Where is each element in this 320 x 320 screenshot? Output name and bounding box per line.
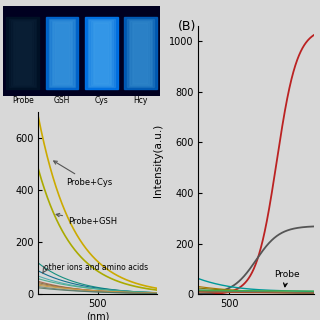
Text: Probe+GSH: Probe+GSH bbox=[56, 213, 117, 226]
Bar bbox=[53, 22, 71, 84]
Text: Cys: Cys bbox=[94, 96, 108, 105]
Bar bbox=[85, 17, 118, 89]
Text: other ions and amino acids: other ions and amino acids bbox=[44, 263, 148, 272]
Bar bbox=[16, 22, 30, 84]
Bar bbox=[52, 21, 72, 85]
Bar bbox=[94, 22, 108, 84]
Bar bbox=[50, 20, 74, 86]
Bar bbox=[130, 21, 151, 85]
Bar bbox=[49, 19, 75, 87]
Text: Hcy: Hcy bbox=[133, 96, 148, 105]
Bar bbox=[14, 22, 31, 84]
Bar bbox=[55, 22, 69, 84]
Bar bbox=[121, 6, 160, 96]
Bar bbox=[129, 20, 152, 86]
Bar bbox=[92, 22, 110, 84]
Text: GSH: GSH bbox=[54, 96, 70, 105]
Bar bbox=[10, 19, 36, 87]
Bar bbox=[45, 17, 78, 89]
Y-axis label: Intensity(a.u.): Intensity(a.u.) bbox=[154, 124, 164, 196]
Bar bbox=[127, 19, 154, 87]
Text: Probe+Cys: Probe+Cys bbox=[54, 161, 112, 187]
Bar bbox=[124, 17, 157, 89]
Bar bbox=[132, 22, 149, 84]
Bar bbox=[90, 20, 113, 86]
Text: Probe: Probe bbox=[12, 96, 34, 105]
Bar bbox=[3, 6, 43, 96]
Bar bbox=[43, 6, 82, 96]
Bar bbox=[133, 22, 148, 84]
Bar bbox=[6, 17, 39, 89]
Bar bbox=[82, 6, 121, 96]
Text: (nm): (nm) bbox=[86, 312, 109, 320]
Text: (B): (B) bbox=[178, 20, 196, 33]
Text: Probe: Probe bbox=[274, 270, 299, 287]
Bar bbox=[88, 19, 115, 87]
Bar bbox=[91, 21, 111, 85]
Bar bbox=[12, 21, 33, 85]
Bar bbox=[11, 20, 35, 86]
